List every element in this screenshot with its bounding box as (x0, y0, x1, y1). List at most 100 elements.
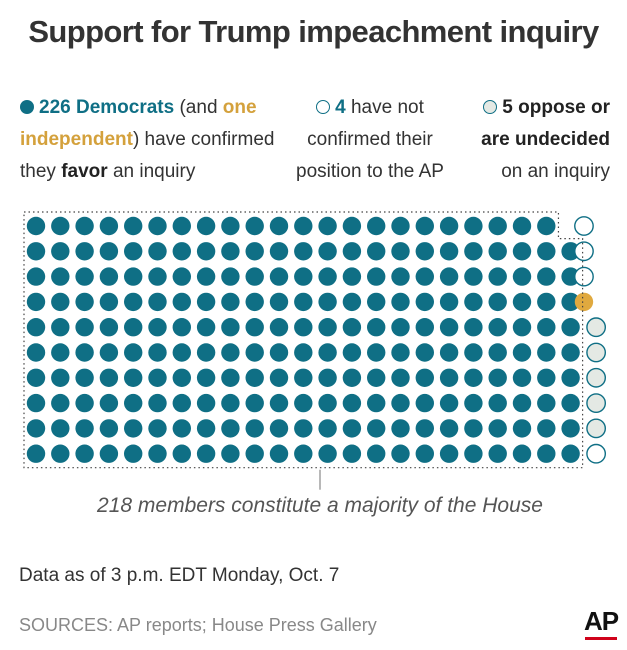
independent-member-dot (574, 292, 594, 312)
favor-member-dot (561, 393, 580, 413)
favor-member-dot (439, 242, 459, 261)
favor-member-dot (26, 216, 46, 236)
favor-member-dot (124, 419, 143, 438)
favor-member-dot (294, 343, 313, 362)
favor-member-dot (464, 216, 483, 236)
favor-member-dot (318, 368, 337, 387)
favor-member-dot (245, 393, 264, 413)
favor-member-dot (391, 368, 410, 387)
favor-member-dot (342, 419, 362, 438)
favor-member-dot (512, 216, 532, 236)
favor-member-dot (391, 444, 410, 463)
waffle-chart (23, 211, 607, 490)
favor-member-dot (488, 444, 507, 463)
legend-favor-one: one (222, 97, 257, 118)
favor-member-dot (391, 242, 410, 261)
favor-member-dot (439, 368, 459, 387)
legend-favor-line3a: they (20, 161, 62, 182)
favor-member-dot (367, 393, 386, 413)
favor-member-dot (415, 368, 434, 387)
favor-member-dot (488, 242, 507, 261)
favor-member-dot (439, 393, 459, 413)
favor-member-dot (537, 419, 556, 438)
favor-member-dot (172, 343, 191, 362)
favor-member-dot (51, 368, 70, 387)
favor-member-dot (561, 419, 580, 438)
favor-member-dot (415, 318, 434, 337)
legend-favor-open: (and (174, 97, 223, 118)
favor-member-dot (51, 444, 70, 463)
favor-member-dot (512, 292, 532, 312)
favor-member-dot (464, 318, 483, 337)
favor-member-dot (537, 444, 556, 463)
favor-member-dot (537, 216, 556, 236)
favor-member-dot (415, 242, 434, 261)
favor-member-dot (537, 393, 556, 413)
favor-member-dot (196, 419, 216, 438)
favor-member-dot (221, 242, 240, 261)
favor-member-dot (148, 419, 167, 438)
favor-member-dot (537, 368, 556, 387)
favor-member-dot (367, 267, 386, 286)
favor-member-dot (464, 393, 483, 413)
favor-member-dot (537, 318, 556, 337)
favor-member-dot (294, 318, 313, 337)
favor-member-dot (172, 242, 191, 261)
favor-member-dot (269, 444, 289, 463)
favor-member-dot (26, 393, 46, 413)
legend-favor-line3b: an inquiry (107, 161, 196, 182)
favor-member-dot (75, 242, 94, 261)
favor-member-dot (172, 318, 191, 337)
legend-favor-count: 226 Democrats (39, 97, 175, 118)
favor-member-dot (124, 267, 143, 286)
favor-member-dot (537, 242, 556, 261)
favor-member-dot (342, 292, 362, 312)
favor-member-dot (367, 343, 386, 362)
favor-member-dot (75, 343, 94, 362)
oppose-member-dot (586, 342, 607, 363)
favor-member-dot (245, 292, 264, 312)
favor-member-dot (196, 267, 216, 286)
favor-member-dot (124, 292, 143, 312)
ap-logo: AP (584, 606, 619, 636)
favor-member-dot (99, 393, 119, 413)
favor-member-dot (196, 242, 216, 261)
favor-member-dot (512, 318, 532, 337)
legend-favor: 226 Democrats (and one independent) have… (20, 92, 280, 188)
favor-member-dot (391, 419, 410, 438)
favor-member-dot (342, 393, 362, 413)
favor-member-dot (488, 393, 507, 413)
favor-member-dot (26, 444, 46, 463)
oppose-member-dot (586, 367, 607, 388)
favor-member-dot (99, 242, 119, 261)
legend-not-confirmed-rest: have not (345, 97, 424, 118)
not-confirmed-member-dot (574, 266, 594, 287)
favor-member-dot (464, 292, 483, 312)
favor-member-dot (367, 368, 386, 387)
favor-member-dot (561, 368, 580, 387)
favor-member-dot (439, 292, 459, 312)
favor-member-dot (245, 242, 264, 261)
favor-member-dot (294, 444, 313, 463)
favor-member-dot (367, 444, 386, 463)
favor-member-dot (124, 242, 143, 261)
favor-member-dot (99, 318, 119, 337)
favor-member-dot (75, 267, 94, 286)
oppose-dot-icon (483, 100, 498, 114)
favor-member-dot (512, 393, 532, 413)
favor-member-dot (172, 267, 191, 286)
legend-favor-close: ) have confirmed (132, 129, 275, 150)
oppose-member-dot (586, 393, 607, 414)
favor-member-dot (245, 368, 264, 387)
favor-member-dot (561, 343, 580, 362)
favor-member-dot (561, 444, 580, 463)
favor-member-dot (464, 242, 483, 261)
favor-member-dot (391, 343, 410, 362)
favor-member-dot (245, 216, 264, 236)
favor-member-dot (148, 292, 167, 312)
favor-member-dot (415, 393, 434, 413)
favor-member-dot (391, 267, 410, 286)
favor-member-dot (26, 368, 46, 387)
favor-member-dot (124, 216, 143, 236)
favor-member-dot (342, 444, 362, 463)
